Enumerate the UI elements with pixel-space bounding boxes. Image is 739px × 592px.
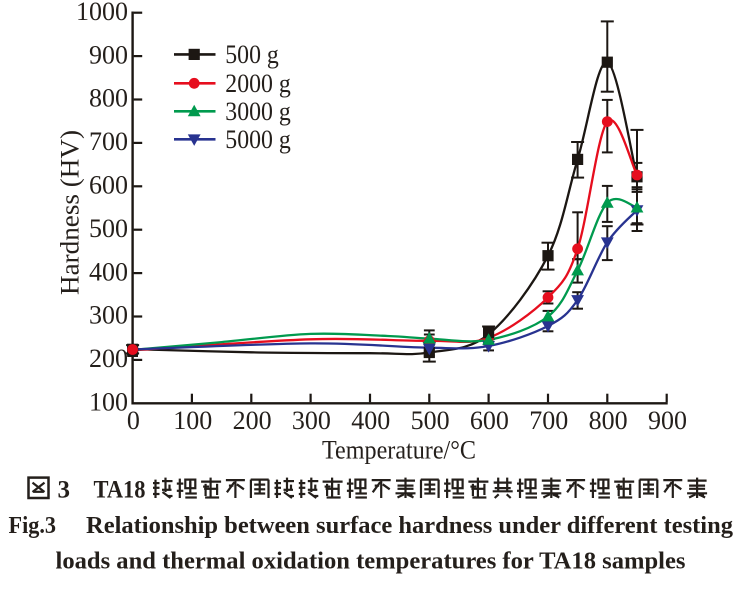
svg-text:800: 800: [589, 406, 628, 435]
svg-text:1000: 1000: [76, 0, 128, 26]
svg-text:400: 400: [351, 406, 390, 435]
svg-text:600: 600: [89, 171, 128, 200]
svg-text:300: 300: [89, 301, 128, 330]
svg-text:100: 100: [89, 388, 128, 417]
svg-text:Temperature/°C: Temperature/°C: [322, 436, 476, 465]
svg-text:200: 200: [233, 406, 272, 435]
svg-text:0: 0: [127, 406, 140, 435]
svg-text:700: 700: [89, 127, 128, 156]
svg-text:TA18: TA18: [94, 477, 146, 504]
svg-text:loads and thermal oxidation te: loads and thermal oxidation temperatures…: [56, 548, 686, 575]
svg-text:800: 800: [89, 84, 128, 113]
svg-text:3000 g: 3000 g: [225, 97, 290, 126]
svg-text:Fig.3: Fig.3: [9, 512, 57, 539]
svg-text:700: 700: [529, 406, 568, 435]
svg-text:900: 900: [89, 40, 128, 69]
svg-text:Hardness (HV): Hardness (HV): [56, 130, 85, 295]
svg-text:3: 3: [58, 477, 71, 504]
svg-text:500 g: 500 g: [225, 40, 279, 69]
svg-text:500: 500: [89, 214, 128, 243]
svg-text:600: 600: [470, 406, 509, 435]
svg-text:100: 100: [173, 406, 212, 435]
svg-text:Relationship between surface h: Relationship between surface hardness un…: [86, 512, 734, 539]
svg-text:5000 g: 5000 g: [225, 125, 290, 154]
svg-text:500: 500: [411, 406, 450, 435]
svg-text:900: 900: [648, 406, 687, 435]
svg-text:300: 300: [292, 406, 331, 435]
svg-text:2000 g: 2000 g: [225, 69, 290, 98]
svg-text:400: 400: [89, 257, 128, 286]
svg-text:200: 200: [89, 344, 128, 373]
